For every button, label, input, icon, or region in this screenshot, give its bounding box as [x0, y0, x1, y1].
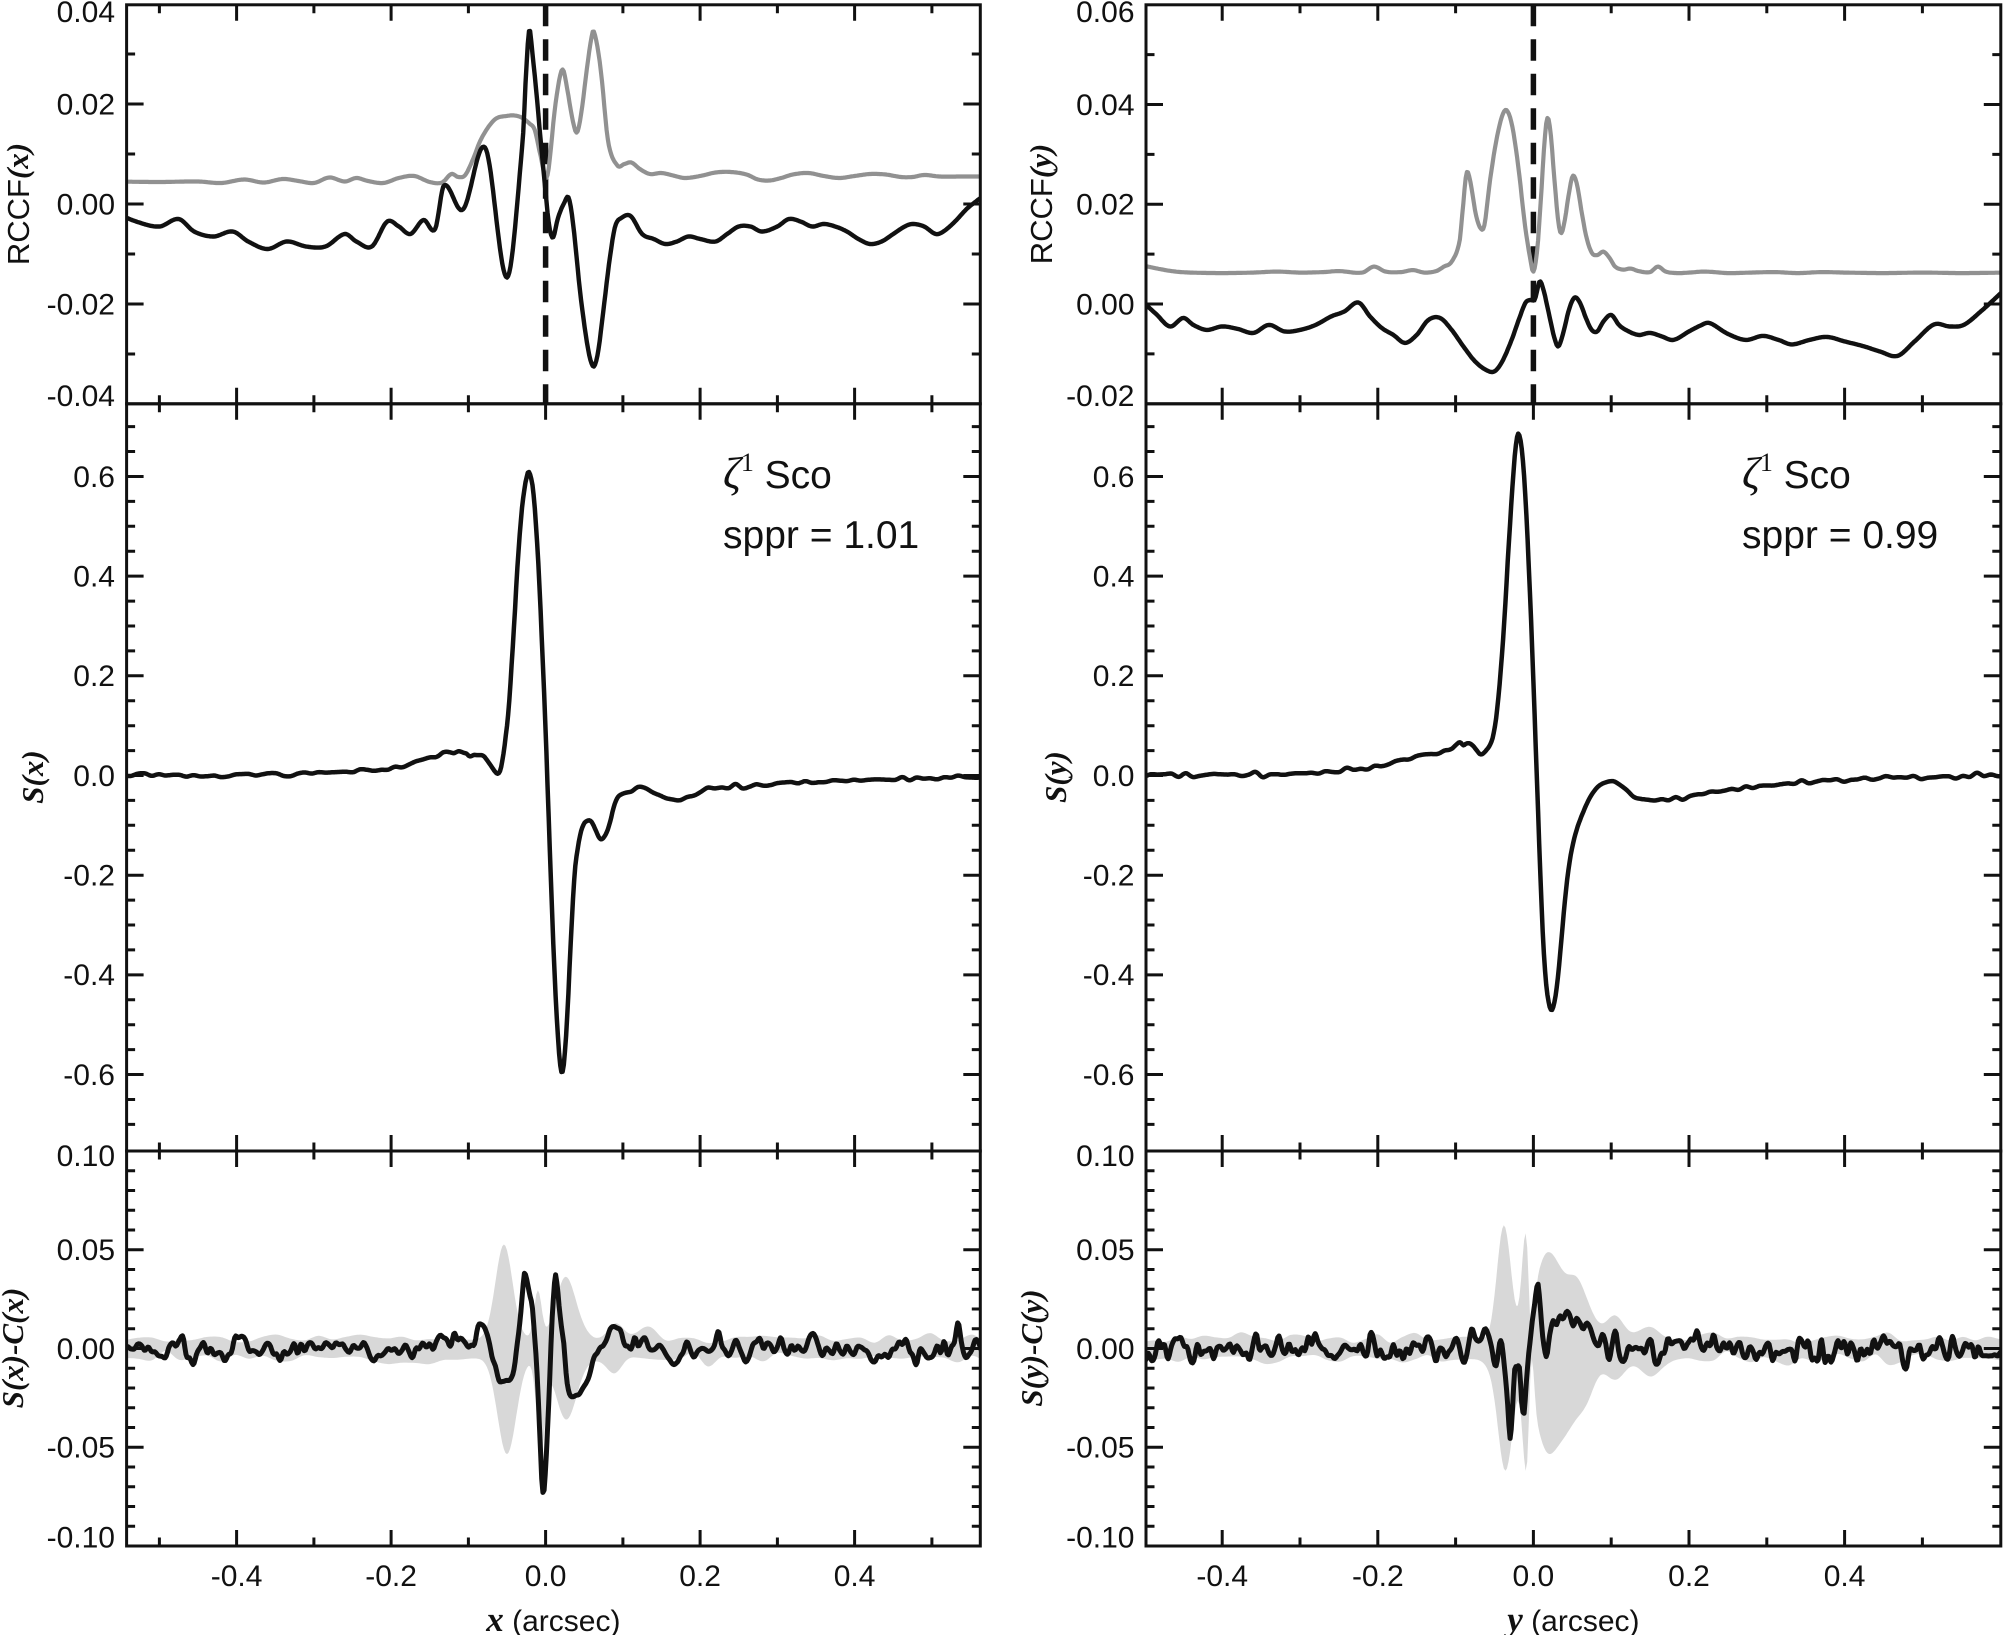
svg-text:0.4: 0.4	[73, 560, 115, 593]
svg-text:S(y)-C(y): S(y)-C(y)	[1014, 1289, 1049, 1406]
svg-text:0.02: 0.02	[57, 88, 115, 121]
svg-text:S(x)-C(x): S(x)-C(x)	[0, 1288, 30, 1409]
svg-text:-0.2: -0.2	[1083, 860, 1135, 893]
svg-text:sppr = 1.01: sppr = 1.01	[723, 514, 919, 557]
svg-text:0.4: 0.4	[1093, 560, 1135, 593]
svg-text:0.05: 0.05	[1076, 1234, 1134, 1267]
svg-text:0.2: 0.2	[1668, 1560, 1710, 1593]
svg-text:0.06: 0.06	[1076, 0, 1134, 29]
svg-text:0.04: 0.04	[57, 0, 115, 29]
svg-text:0.2: 0.2	[73, 660, 115, 693]
svg-text:-0.02: -0.02	[1066, 380, 1134, 413]
svg-text:-0.02: -0.02	[47, 288, 115, 321]
svg-text:-0.4: -0.4	[211, 1560, 263, 1593]
svg-text:x (arcsec): x (arcsec)	[485, 1600, 620, 1635]
svg-text:0.4: 0.4	[1824, 1560, 1866, 1593]
svg-text:-0.6: -0.6	[63, 1059, 115, 1092]
svg-text:S(x): S(x)	[15, 750, 50, 803]
svg-text:0.05: 0.05	[57, 1234, 115, 1267]
svg-text:0.4: 0.4	[834, 1560, 876, 1593]
svg-text:ζ1 Sco: ζ1 Sco	[1742, 448, 1851, 498]
svg-text:0.0: 0.0	[1513, 1560, 1555, 1593]
svg-text:-0.2: -0.2	[1352, 1560, 1404, 1593]
svg-text:-0.6: -0.6	[1083, 1059, 1135, 1092]
svg-text:-0.04: -0.04	[47, 380, 115, 413]
svg-text:-0.2: -0.2	[365, 1560, 417, 1593]
svg-text:0.04: 0.04	[1076, 89, 1134, 122]
svg-text:-0.05: -0.05	[47, 1432, 115, 1465]
svg-text:0.10: 0.10	[1076, 1140, 1134, 1173]
svg-text:0.00: 0.00	[1076, 1333, 1134, 1366]
svg-text:RCCF(x): RCCF(x)	[0, 143, 36, 265]
svg-text:y (arcsec): y (arcsec)	[1503, 1600, 1639, 1635]
svg-text:0.2: 0.2	[1093, 660, 1135, 693]
svg-text:-0.4: -0.4	[1196, 1560, 1248, 1593]
svg-text:-0.2: -0.2	[63, 860, 115, 893]
svg-text:0.6: 0.6	[73, 461, 115, 494]
svg-text:-0.4: -0.4	[1083, 959, 1135, 992]
svg-text:0.10: 0.10	[57, 1140, 115, 1173]
svg-text:S(y): S(y)	[1038, 751, 1073, 803]
svg-text:0.00: 0.00	[1076, 288, 1134, 321]
svg-text:ζ1 Sco: ζ1 Sco	[723, 448, 832, 498]
svg-text:-0.10: -0.10	[1066, 1521, 1134, 1554]
svg-text:0.00: 0.00	[57, 188, 115, 221]
svg-text:0.0: 0.0	[1093, 760, 1135, 793]
svg-text:-0.05: -0.05	[1066, 1432, 1134, 1465]
svg-text:-0.10: -0.10	[47, 1521, 115, 1554]
svg-text:-0.4: -0.4	[63, 959, 115, 992]
svg-text:0.6: 0.6	[1093, 461, 1135, 494]
svg-text:0.2: 0.2	[679, 1560, 721, 1593]
svg-text:sppr = 0.99: sppr = 0.99	[1742, 514, 1938, 557]
svg-text:0.0: 0.0	[525, 1560, 567, 1593]
svg-text:0.0: 0.0	[73, 760, 115, 793]
svg-text:0.02: 0.02	[1076, 189, 1134, 222]
svg-text:0.00: 0.00	[57, 1333, 115, 1366]
svg-text:RCCF(y): RCCF(y)	[1023, 144, 1059, 265]
